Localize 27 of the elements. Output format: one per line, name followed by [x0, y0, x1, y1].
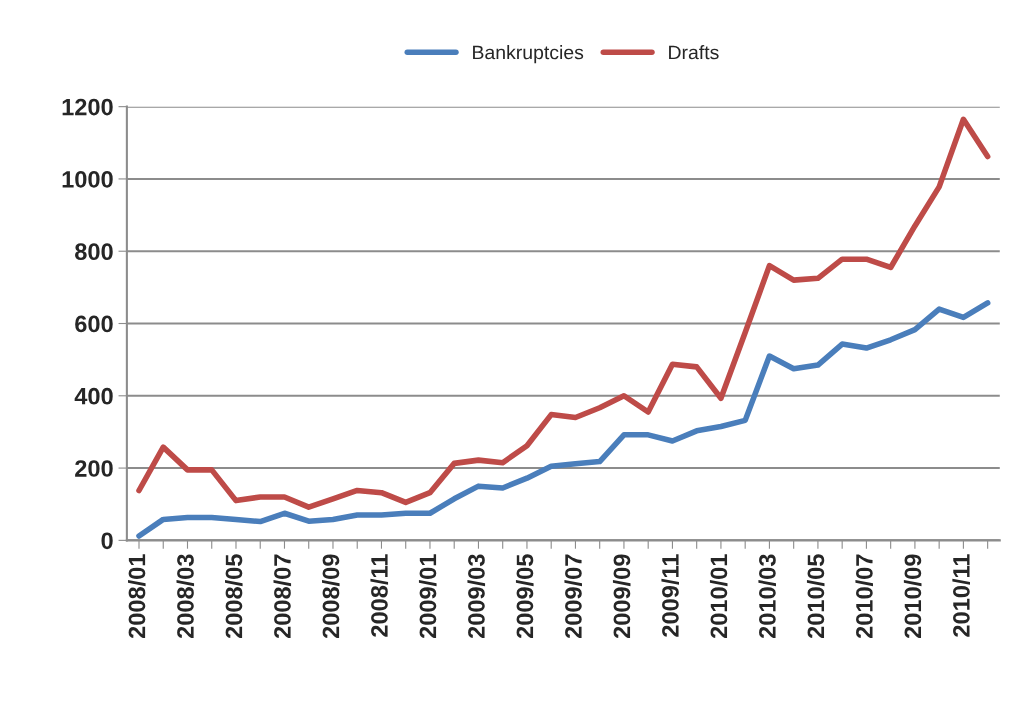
- y-tick-label: 800: [75, 243, 113, 261]
- x-tick-label: 2008/09: [321, 554, 340, 639]
- x-tick-label: 2009/11: [661, 554, 680, 637]
- x-tick-label: 2010/03: [758, 554, 776, 639]
- x-tick-label: 2008/11: [370, 554, 389, 637]
- legend-label: Drafts: [669, 45, 719, 60]
- x-tick-label: 2010/09: [903, 554, 922, 639]
- x-tick-label: 2009/05: [515, 554, 534, 639]
- x-tick-label: 2009/01: [418, 554, 437, 639]
- x-tick-label: 2009/03: [467, 554, 486, 639]
- x-tick-label: 2008/03: [176, 554, 195, 639]
- x-tick-label: 2008/05: [224, 554, 243, 639]
- legend-label: Bankruptcies: [473, 45, 584, 64]
- x-tick-label: 2009/09: [612, 554, 631, 639]
- y-tick-label: 1200: [62, 98, 113, 116]
- x-tick-label: 2009/07: [564, 554, 583, 639]
- x-tick-label: 2010/11: [952, 554, 970, 637]
- x-tick-label: 2010/05: [806, 554, 825, 639]
- y-tick-label: 200: [75, 460, 113, 477]
- x-tick-label: 2010/01: [709, 554, 728, 639]
- y-tick-label: 600: [75, 315, 113, 333]
- x-tick-label: 2008/07: [273, 554, 292, 639]
- x-tick-label: 2010/07: [855, 554, 873, 639]
- y-tick-label: 1000: [62, 171, 113, 188]
- y-tick-label: 0: [101, 532, 113, 550]
- x-tick-label: 2008/01: [127, 554, 146, 639]
- y-tick-label: 400: [74, 387, 113, 405]
